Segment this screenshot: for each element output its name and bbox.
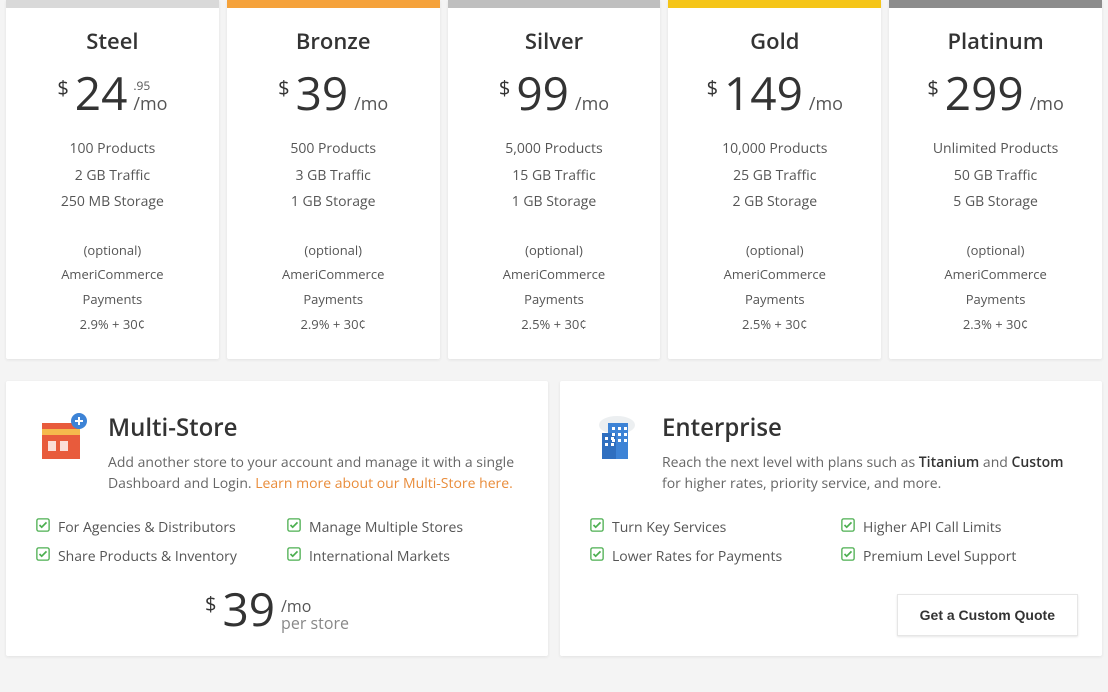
plan-card-platinum[interactable]: Platinum $299/mo Unlimited Products50 GB T…	[889, 0, 1102, 359]
feature-item: Turn Key Services	[590, 518, 821, 537]
check-icon	[590, 547, 604, 566]
multistore-title: Multi-Store	[108, 411, 518, 444]
plan-price: $149/mo	[668, 70, 881, 116]
plan-feature: 25 GB Traffic	[668, 163, 881, 190]
enterprise-title: Enterprise	[662, 411, 1072, 444]
plan-accent-bar	[227, 0, 440, 8]
plan-feature: 500 Products	[227, 136, 440, 163]
enterprise-description: Reach the next level with plans such as …	[662, 452, 1072, 494]
plan-payment-info: (optional)AmeriCommercePayments2.9% + 30…	[227, 238, 440, 337]
plan-card-bronze[interactable]: Bronze $39/mo 500 Products3 GB Traffic1 GB…	[227, 0, 440, 359]
plan-card-gold[interactable]: Gold $149/mo 10,000 Products25 GB Traffic2…	[668, 0, 881, 359]
plan-feature: 50 GB Traffic	[889, 163, 1102, 190]
plan-features: 100 Products2 GB Traffic250 MB Storage	[6, 136, 219, 216]
plan-price: $99/mo	[448, 70, 661, 116]
plan-name: Silver	[448, 26, 661, 56]
multistore-features: For Agencies & Distributors Manage Multip…	[36, 518, 518, 566]
feature-item: For Agencies & Distributors	[36, 518, 267, 537]
check-icon	[841, 518, 855, 537]
feature-item: Higher API Call Limits	[841, 518, 1072, 537]
bottom-cards-row: Multi-Store Add another store to your ac…	[6, 381, 1102, 656]
plan-feature: 15 GB Traffic	[448, 163, 661, 190]
storefront-icon	[36, 411, 90, 465]
plan-price: $299/mo	[889, 70, 1102, 116]
plan-accent-bar	[448, 0, 661, 8]
multistore-price: $ 39 /mo per store	[36, 586, 518, 632]
plan-card-steel[interactable]: Steel $24.95/mo 100 Products2 GB Traffic25…	[6, 0, 219, 359]
pricing-plans-row: Steel$24.95/mo100 Products2 GB Traffic25…	[6, 0, 1102, 359]
multistore-learn-more-link[interactable]: Learn more about our Multi-Store here.	[255, 474, 513, 493]
plan-price: $24.95/mo	[6, 70, 219, 116]
plan-payment-info: (optional)AmeriCommercePayments2.5% + 30…	[448, 238, 661, 337]
feature-item: Premium Level Support	[841, 547, 1072, 566]
plan-features: Unlimited Products50 GB Traffic5 GB Stor…	[889, 136, 1102, 216]
plan-feature: 3 GB Traffic	[227, 163, 440, 190]
feature-item: Manage Multiple Stores	[287, 518, 518, 537]
enterprise-features: Turn Key Services Higher API Call Limits L…	[590, 518, 1072, 566]
check-icon	[287, 518, 301, 537]
plan-feature: 250 MB Storage	[6, 189, 219, 216]
plan-payment-info: (optional)AmeriCommercePayments2.3% + 30…	[889, 238, 1102, 337]
feature-item: Lower Rates for Payments	[590, 547, 821, 566]
plan-payment-info: (optional)AmeriCommercePayments2.5% + 30…	[668, 238, 881, 337]
check-icon	[36, 547, 50, 566]
plan-accent-bar	[668, 0, 881, 8]
plan-price: $39/mo	[227, 70, 440, 116]
plan-feature: 5 GB Storage	[889, 189, 1102, 216]
plan-features: 10,000 Products25 GB Traffic2 GB Storage	[668, 136, 881, 216]
check-icon	[287, 547, 301, 566]
plan-feature: Unlimited Products	[889, 136, 1102, 163]
plan-features: 5,000 Products15 GB Traffic1 GB Storage	[448, 136, 661, 216]
multistore-card: Multi-Store Add another store to your ac…	[6, 381, 548, 656]
building-icon	[590, 411, 644, 465]
plan-feature: 2 GB Traffic	[6, 163, 219, 190]
plan-name: Gold	[668, 26, 881, 56]
get-quote-button[interactable]: Get a Custom Quote	[897, 594, 1078, 636]
plan-feature: 5,000 Products	[448, 136, 661, 163]
plan-feature: 1 GB Storage	[448, 189, 661, 216]
plan-name: Bronze	[227, 26, 440, 56]
plan-feature: 2 GB Storage	[668, 189, 881, 216]
check-icon	[36, 518, 50, 537]
plan-features: 500 Products3 GB Traffic1 GB Storage	[227, 136, 440, 216]
plan-accent-bar	[889, 0, 1102, 8]
plan-accent-bar	[6, 0, 219, 8]
plan-feature: 1 GB Storage	[227, 189, 440, 216]
feature-item: International Markets	[287, 547, 518, 566]
check-icon	[841, 547, 855, 566]
plan-feature: 10,000 Products	[668, 136, 881, 163]
feature-item: Share Products & Inventory	[36, 547, 267, 566]
plan-name: Steel	[6, 26, 219, 56]
plan-cents: .95	[133, 79, 150, 92]
plan-name: Platinum	[889, 26, 1102, 56]
plan-payment-info: (optional)AmeriCommercePayments2.9% + 30…	[6, 238, 219, 337]
plan-card-silver[interactable]: Silver $99/mo 5,000 Products15 GB Traffic1…	[448, 0, 661, 359]
enterprise-card: Enterprise Reach the next level with pla…	[560, 381, 1102, 656]
check-icon	[590, 518, 604, 537]
plan-feature: 100 Products	[6, 136, 219, 163]
multistore-description: Add another store to your account and ma…	[108, 452, 518, 494]
